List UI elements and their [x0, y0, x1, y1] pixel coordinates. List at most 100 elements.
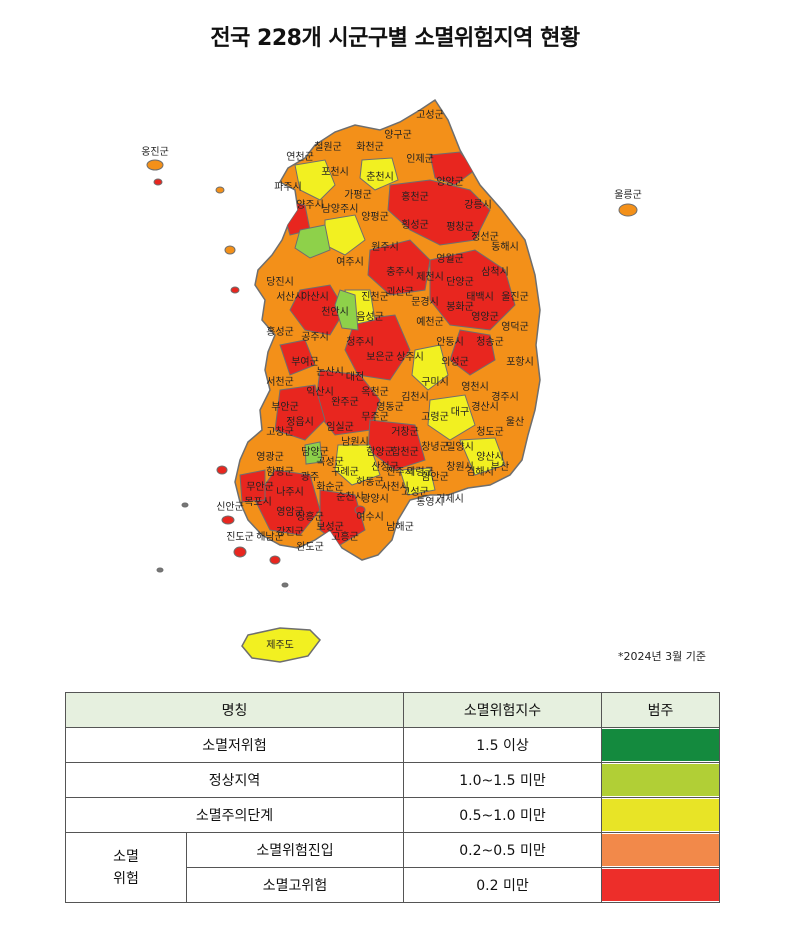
legend-row: 소멸고위험 0.2 미만	[66, 867, 720, 903]
legend-table: 명칭 소멸위험지수 범주 소멸저위험 1.5 이상 정상지역 1.0~1.5 미…	[65, 692, 720, 903]
region-label: 함평군	[266, 466, 294, 478]
page-title: 전국 228개 시군구별 소멸위험지역 현황	[210, 26, 580, 51]
region-label: 익산시	[306, 386, 334, 398]
region-label: 부여군	[291, 356, 319, 368]
mainland-regions	[234, 98, 541, 561]
region-label: 김해시	[466, 465, 494, 478]
legend-header-row: 명칭 소멸위험지수 범주	[65, 692, 720, 728]
region-label: 영광군	[256, 451, 284, 463]
jeju-island	[241, 627, 321, 663]
legend-row: 소멸주의단계 0.5~1.0 미만	[65, 797, 720, 833]
region-label: 인제군	[406, 153, 434, 165]
region-label: 음성군	[356, 311, 384, 323]
region-label: 옹진군	[141, 146, 169, 158]
region-label: 곡성군	[316, 456, 344, 468]
legend-row: 소멸저위험 1.5 이상	[65, 727, 720, 763]
region-label: 무안군	[246, 481, 274, 493]
legend-row-range: 0.5~1.0 미만	[403, 797, 602, 833]
region-label: 창녕군	[421, 441, 449, 453]
region-label: 진천군	[361, 291, 389, 303]
legend-row-range: 0.2~0.5 미만	[403, 832, 602, 868]
region-label: 강릉시	[464, 199, 492, 211]
region-label: 함안군	[421, 471, 449, 483]
region-label: 가평군	[344, 189, 372, 201]
region-label: 구례군	[331, 466, 359, 478]
region-label: 청주시	[346, 336, 374, 348]
region-label: 화천군	[356, 141, 384, 153]
region-label: 제천시	[416, 271, 444, 283]
region-label: 봉화군	[446, 301, 474, 313]
region-label: 산청군	[371, 461, 399, 473]
region-label: 횡성군	[401, 219, 429, 231]
region-label: 밀양시	[446, 441, 474, 453]
region-label: 괴산군	[386, 286, 414, 298]
region-label: 충주시	[386, 266, 414, 278]
ongjin-island	[146, 159, 164, 171]
region-label: 예천군	[416, 316, 444, 328]
region-label: 홍천군	[401, 190, 429, 203]
region-label: 영월군	[436, 253, 464, 265]
region-label: 울산	[506, 416, 524, 428]
region-label: 해남군	[256, 530, 284, 543]
region-label: 울릉군	[614, 189, 642, 201]
region-label: 양산시	[476, 451, 504, 463]
region-label: 통영시	[416, 496, 444, 508]
region-label: 합천군	[391, 446, 419, 458]
legend-swatch	[601, 832, 720, 868]
region-label: 완도군	[296, 541, 324, 553]
legend-row-name: 소멸주의단계	[65, 797, 404, 833]
region-label: 나주시	[276, 486, 304, 498]
region-label: 사천시	[381, 481, 409, 493]
region-label: 청송군	[476, 336, 504, 348]
region-label: 정선군	[471, 231, 499, 243]
region-label: 영암군	[276, 506, 304, 518]
region-label: 진도군	[226, 531, 254, 543]
region-label: 부안군	[271, 401, 299, 413]
region-label: 거창군	[391, 426, 419, 438]
region-label: 평창군	[446, 221, 474, 233]
region-label: 순천시	[336, 491, 364, 503]
region-label: 고성군	[401, 486, 429, 498]
region-label: 완주군	[331, 396, 359, 408]
region-label: 울진군	[501, 291, 529, 303]
region-label: 연천군	[286, 151, 314, 163]
region-label: 담양군	[301, 446, 329, 458]
legend-header-category: 범주	[601, 692, 720, 728]
region-label: 남원시	[341, 436, 369, 448]
korea-map: 고성군 양구군 철원군 화천군 연천군 인제군 포천시 춘천시 양양군 파주시 가평군 홍천군 강릉시 양…	[130, 90, 670, 680]
region-label: 양양군	[436, 176, 464, 188]
region-label: 함양군	[366, 446, 394, 458]
region-label: 화순군	[316, 481, 344, 493]
region-label: 고창군	[266, 426, 294, 438]
region-label: 고령군	[421, 411, 449, 423]
islands	[146, 159, 638, 588]
region-label: 철원군	[314, 141, 342, 153]
legend-swatch	[601, 867, 720, 903]
region-label: 청도군	[476, 426, 504, 438]
region-label: 양구군	[384, 129, 412, 141]
legend-row-name: 정상지역	[65, 762, 404, 798]
region-label: 아산시	[301, 291, 329, 303]
small-island	[153, 178, 163, 186]
region-label: 고흥군	[331, 530, 359, 543]
region-label: 포천시	[321, 166, 349, 178]
region-label: 목포시	[244, 496, 272, 508]
region-label: 장흥군	[296, 510, 324, 523]
region-label: 무주군	[361, 411, 389, 423]
region-label: 여수시	[356, 511, 384, 523]
legend-swatch	[601, 762, 720, 798]
region-label: 경산시	[471, 400, 499, 413]
legend-group-label: 소멸 위험	[65, 832, 187, 903]
legend-row-range: 0.2 미만	[403, 867, 602, 903]
region-label: 서천군	[266, 376, 294, 388]
region-label: 신안군	[216, 501, 244, 513]
region-label: 여주시	[336, 256, 364, 268]
region-label: 대구	[451, 406, 469, 418]
region-label: 경주시	[491, 390, 519, 403]
region-label: 김천시	[401, 391, 429, 403]
region-label: 의령군	[406, 466, 434, 478]
region-label: 남해군	[386, 520, 414, 533]
region-label: 논산시	[316, 366, 344, 378]
